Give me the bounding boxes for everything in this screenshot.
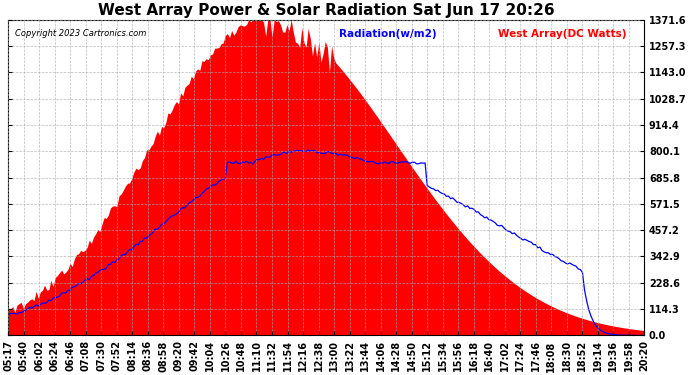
Text: Radiation(w/m2): Radiation(w/m2) <box>339 29 437 39</box>
Text: West Array(DC Watts): West Array(DC Watts) <box>498 29 627 39</box>
Text: Copyright 2023 Cartronics.com: Copyright 2023 Cartronics.com <box>14 29 146 38</box>
Title: West Array Power & Solar Radiation Sat Jun 17 20:26: West Array Power & Solar Radiation Sat J… <box>98 3 555 18</box>
